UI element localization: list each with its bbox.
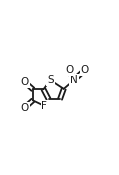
- Text: F: F: [41, 101, 47, 111]
- Text: O: O: [80, 65, 89, 75]
- Text: O: O: [20, 77, 29, 87]
- Text: O: O: [65, 65, 73, 75]
- Text: N: N: [70, 75, 78, 85]
- Text: S: S: [47, 75, 54, 85]
- Text: O: O: [20, 103, 29, 113]
